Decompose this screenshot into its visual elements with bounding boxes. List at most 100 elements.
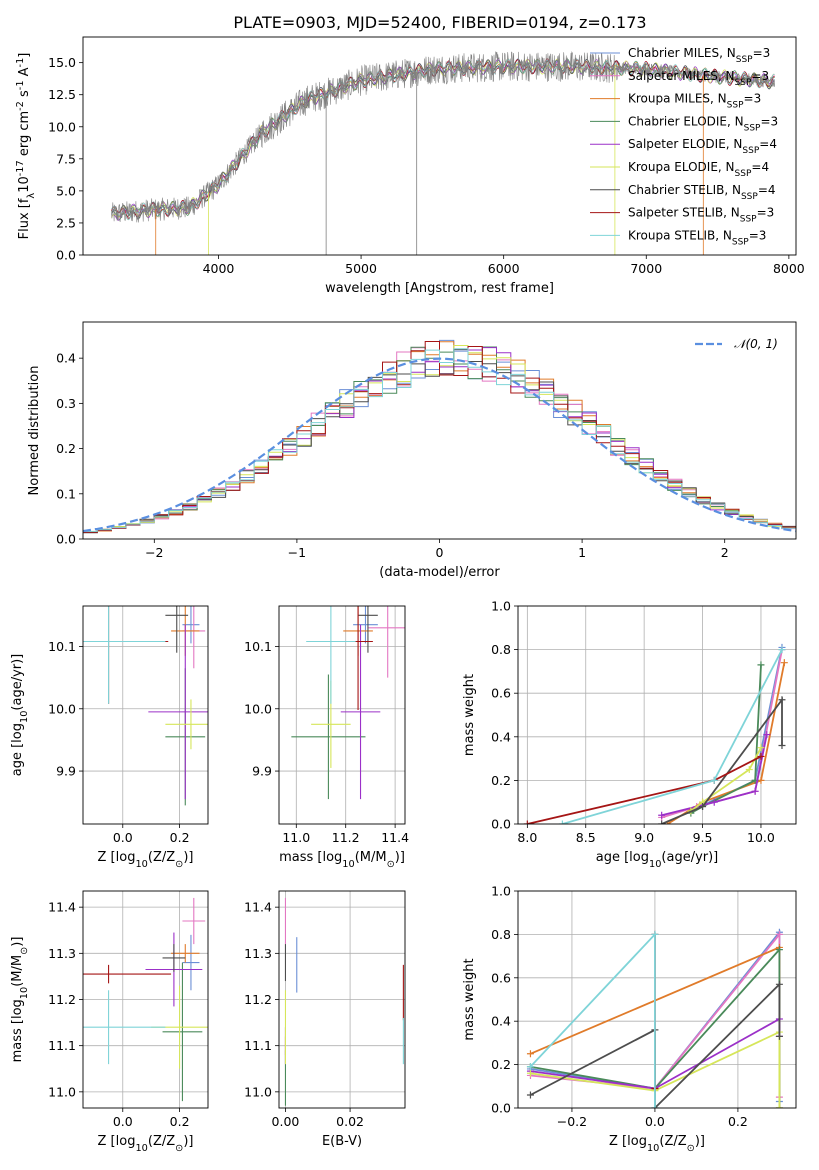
weight-marker [710,776,718,784]
y-tick-label: 11.2 [244,992,272,1007]
weight-marker [526,1091,534,1099]
weight-line [690,664,762,814]
y-tick-label: 0.4 [56,351,76,366]
panel-1: −2 −1 0 1 2 0.0 0.1 0.2 0.3 0.4 (data-model)/error… [27,321,797,580]
y-tick-label: 11.2 [48,992,76,1007]
weight-marker [780,659,788,667]
y-tick-label: 11.0 [48,1084,76,1099]
plot-area [83,339,796,535]
legend: Chabrier MILES, NSSP=3 Salpeter MILES, NS… [590,46,778,247]
x-tick-label: 0.0 [113,1114,133,1129]
y-tick-label: 10.0 [48,119,76,134]
y-tick-label: 10.1 [48,639,76,654]
axes-frame [278,890,406,1109]
y-tick-label: 0.3 [56,396,76,411]
x-axis-label: Z [log10(Z/Z⊙)] [609,1134,705,1154]
y-tick-label: 0.2 [491,1057,511,1072]
x-tick-label: 7000 [630,261,662,276]
axes-frame [82,605,209,825]
panel-2: 0.0 0.2 9.9 10.0 10.1 Z [log10(Z/Z⊙)] age [log… [10,605,209,870]
legend-entry: Kroupa ELODIE, NSSP=4 [628,160,769,179]
axes-frame [517,890,797,1109]
legend-entry: Kroupa MILES, NSSP=3 [628,92,761,111]
legend-entry: Kroupa STELIB, NSSP=3 [628,228,766,247]
legend-entry: Chabrier MILES, NSSP=3 [628,46,770,65]
weight-marker [526,1063,534,1071]
axes-frame [82,36,797,256]
legend-entry: Chabrier ELODIE, NSSP=3 [628,114,778,133]
x-tick-label: −2 [145,545,163,560]
y-tick-label: 11.1 [48,1038,76,1053]
y-tick-label: 0.1 [56,486,76,501]
weight-marker [710,798,718,806]
x-axis-label: Z [log10(Z/Z⊙)] [98,1134,194,1154]
panel-6: 0.00 0.02 11.0 11.1 11.2 11.3 11.4 E(B-V) [244,890,406,1149]
x-axis-label: (data-model)/error [379,565,500,580]
weight-marker [775,946,783,954]
y-tick-label: 0.0 [491,817,511,832]
weight-marker [526,1069,534,1077]
legend-entry: Salpeter ELODIE, NSSP=4 [628,137,777,156]
y-tick-label: 0.8 [491,927,511,942]
y-axis-label: age [log10(age/yr)] [10,654,30,777]
weight-marker [757,776,765,784]
x-axis-label: wavelength [Angstrom, rest frame] [325,281,554,296]
plot-area [83,606,208,806]
axes-frame [82,321,797,540]
x-tick-label: 10.0 [747,830,775,845]
x-axis-label: Z [log10(Z/Z⊙)] [98,850,194,870]
y-tick-label: 0.4 [491,729,511,744]
weight-marker [778,646,786,654]
plot-area [83,897,208,1102]
weight-line [661,696,783,824]
y-tick-label: 9.9 [252,764,272,779]
weight-marker [751,787,759,795]
y-axis-label: Flux [fλ10-17 erg cm-2 s-1 A-1] [15,53,37,240]
y-tick-label: 0.0 [56,248,76,263]
x-tick-label: 0.0 [645,1114,665,1129]
y-tick-label: 11.0 [244,1084,272,1099]
weight-marker [651,930,659,938]
panel-0: 4000 5000 6000 7000 8000 0.0 2.5 5.0 7.5 10.0 12.5… [15,36,805,296]
x-axis-label: E(B-V) [322,1134,362,1149]
weight-marker [757,661,765,669]
y-tick-label: 10.1 [244,639,272,654]
weight-marker [778,696,786,704]
weight-marker [757,744,765,752]
x-tick-label: 0.2 [170,830,190,845]
panel-7: −0.2 0.0 0.2 0.0 0.2 0.4 0.6 0.8 1.0 Z [log10(Z/Z… [462,884,797,1154]
weight-marker [651,1104,659,1108]
x-tick-label: 9.5 [693,830,713,845]
x-tick-label: 11.2 [332,830,360,845]
y-tick-label: 11.4 [48,900,76,915]
plot-area [526,928,783,1108]
y-tick-label: 5.0 [56,183,76,198]
x-tick-label: 2 [721,545,729,560]
histogram-steps [83,348,796,534]
x-tick-label: 11.4 [381,830,409,845]
weight-marker [775,930,783,938]
x-tick-label: 6000 [488,261,520,276]
x-axis-label: age [log10(age/yr)] [596,850,719,870]
plot-area [523,643,788,824]
figure-title: PLATE=0903, MJD=52400, FIBERID=0194, z=0… [233,13,646,32]
y-tick-label: 0.8 [491,642,511,657]
x-tick-label: −0.2 [557,1114,587,1129]
y-axis-label: mass weight [462,958,477,1040]
axes-frame [517,605,797,825]
panel-3: 11.0 11.2 11.4 9.9 10.0 10.1 mass [log10(M/M⊙)… [244,605,409,870]
weight-marker [778,742,786,750]
model-curve [111,58,775,221]
plot-area [284,897,404,1106]
y-axis-label: mass [log10(M/M⊙)] [10,937,30,1063]
legend-entry: Salpeter MILES, NSSP=3 [628,69,769,88]
y-tick-label: 11.1 [244,1038,272,1053]
weight-line [530,1030,781,1108]
weight-marker [775,980,783,988]
x-tick-label: 0.00 [272,1114,300,1129]
y-axis-label: Normed distribution [27,366,42,496]
weight-line [529,982,781,1108]
y-tick-label: 0.0 [491,1101,511,1116]
y-tick-label: 0.4 [491,1014,511,1029]
